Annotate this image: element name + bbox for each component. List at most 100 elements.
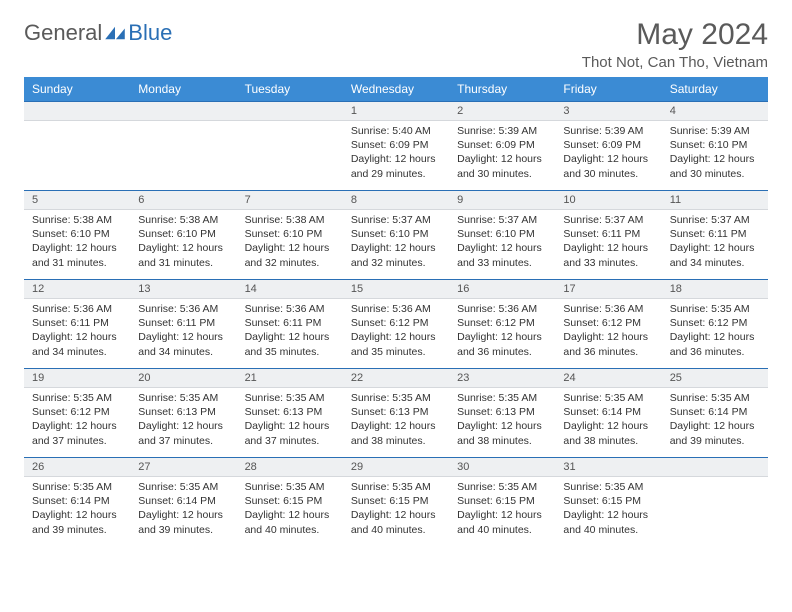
daylight-line: Daylight: 12 hours and 32 minutes. <box>351 241 441 269</box>
daylight-line: Daylight: 12 hours and 39 minutes. <box>138 508 228 536</box>
day-detail-cell <box>662 477 768 547</box>
sunset-line: Sunset: 6:09 PM <box>457 138 547 152</box>
daylight-line: Daylight: 12 hours and 29 minutes. <box>351 152 441 180</box>
day-number-cell: 25 <box>662 369 768 388</box>
day-detail-cell: Sunrise: 5:36 AMSunset: 6:12 PMDaylight:… <box>343 299 449 369</box>
sunset-line: Sunset: 6:12 PM <box>32 405 122 419</box>
sunset-line: Sunset: 6:10 PM <box>32 227 122 241</box>
logo-mark-icon <box>104 25 126 41</box>
day-number-cell: 7 <box>237 191 343 210</box>
sunrise-line: Sunrise: 5:35 AM <box>351 480 441 494</box>
day-detail-cell: Sunrise: 5:35 AMSunset: 6:13 PMDaylight:… <box>449 388 555 458</box>
day-number-cell: 31 <box>555 458 661 477</box>
sunrise-line: Sunrise: 5:40 AM <box>351 124 441 138</box>
sunrise-line: Sunrise: 5:36 AM <box>457 302 547 316</box>
day-number-cell: 11 <box>662 191 768 210</box>
sunrise-line: Sunrise: 5:37 AM <box>351 213 441 227</box>
day-detail-cell: Sunrise: 5:35 AMSunset: 6:15 PMDaylight:… <box>343 477 449 547</box>
day-detail-cell: Sunrise: 5:35 AMSunset: 6:12 PMDaylight:… <box>662 299 768 369</box>
logo-text-blue: Blue <box>128 20 172 46</box>
sunrise-line: Sunrise: 5:35 AM <box>32 480 122 494</box>
day-detail-cell: Sunrise: 5:35 AMSunset: 6:14 PMDaylight:… <box>555 388 661 458</box>
daynum-row: 1234 <box>24 102 768 121</box>
day-detail-cell: Sunrise: 5:38 AMSunset: 6:10 PMDaylight:… <box>130 210 236 280</box>
sunrise-line: Sunrise: 5:38 AM <box>138 213 228 227</box>
sunset-line: Sunset: 6:13 PM <box>138 405 228 419</box>
weekday-header: Tuesday <box>237 77 343 102</box>
day-number-cell: 24 <box>555 369 661 388</box>
sunset-line: Sunset: 6:13 PM <box>245 405 335 419</box>
daylight-line: Daylight: 12 hours and 31 minutes. <box>32 241 122 269</box>
day-number-cell: 27 <box>130 458 236 477</box>
day-number-cell: 20 <box>130 369 236 388</box>
sunset-line: Sunset: 6:12 PM <box>351 316 441 330</box>
day-number-cell: 17 <box>555 280 661 299</box>
sunrise-line: Sunrise: 5:35 AM <box>138 391 228 405</box>
day-number-cell: 10 <box>555 191 661 210</box>
daylight-line: Daylight: 12 hours and 31 minutes. <box>138 241 228 269</box>
day-detail-cell: Sunrise: 5:35 AMSunset: 6:14 PMDaylight:… <box>130 477 236 547</box>
sunset-line: Sunset: 6:15 PM <box>245 494 335 508</box>
sunrise-line: Sunrise: 5:38 AM <box>245 213 335 227</box>
day-detail-cell: Sunrise: 5:38 AMSunset: 6:10 PMDaylight:… <box>237 210 343 280</box>
detail-row: Sunrise: 5:35 AMSunset: 6:14 PMDaylight:… <box>24 477 768 547</box>
sunrise-line: Sunrise: 5:39 AM <box>670 124 760 138</box>
day-number-cell: 9 <box>449 191 555 210</box>
sunrise-line: Sunrise: 5:37 AM <box>563 213 653 227</box>
day-number-cell <box>24 102 130 121</box>
day-detail-cell <box>237 121 343 191</box>
sunset-line: Sunset: 6:11 PM <box>670 227 760 241</box>
daylight-line: Daylight: 12 hours and 37 minutes. <box>245 419 335 447</box>
day-detail-cell: Sunrise: 5:35 AMSunset: 6:13 PMDaylight:… <box>343 388 449 458</box>
sunrise-line: Sunrise: 5:36 AM <box>563 302 653 316</box>
sunset-line: Sunset: 6:15 PM <box>563 494 653 508</box>
sunrise-line: Sunrise: 5:39 AM <box>457 124 547 138</box>
daylight-line: Daylight: 12 hours and 30 minutes. <box>563 152 653 180</box>
sunrise-line: Sunrise: 5:36 AM <box>32 302 122 316</box>
day-detail-cell: Sunrise: 5:39 AMSunset: 6:09 PMDaylight:… <box>449 121 555 191</box>
daylight-line: Daylight: 12 hours and 36 minutes. <box>670 330 760 358</box>
day-detail-cell: Sunrise: 5:35 AMSunset: 6:13 PMDaylight:… <box>130 388 236 458</box>
daynum-row: 19202122232425 <box>24 369 768 388</box>
day-number-cell: 30 <box>449 458 555 477</box>
sunrise-line: Sunrise: 5:37 AM <box>670 213 760 227</box>
day-detail-cell: Sunrise: 5:40 AMSunset: 6:09 PMDaylight:… <box>343 121 449 191</box>
day-detail-cell: Sunrise: 5:36 AMSunset: 6:11 PMDaylight:… <box>130 299 236 369</box>
day-number-cell <box>130 102 236 121</box>
sunset-line: Sunset: 6:11 PM <box>32 316 122 330</box>
daylight-line: Daylight: 12 hours and 32 minutes. <box>245 241 335 269</box>
day-detail-cell: Sunrise: 5:35 AMSunset: 6:12 PMDaylight:… <box>24 388 130 458</box>
day-detail-cell: Sunrise: 5:37 AMSunset: 6:10 PMDaylight:… <box>343 210 449 280</box>
weekday-header: Wednesday <box>343 77 449 102</box>
day-detail-cell: Sunrise: 5:37 AMSunset: 6:11 PMDaylight:… <box>662 210 768 280</box>
daylight-line: Daylight: 12 hours and 38 minutes. <box>563 419 653 447</box>
sunrise-line: Sunrise: 5:35 AM <box>32 391 122 405</box>
daylight-line: Daylight: 12 hours and 38 minutes. <box>457 419 547 447</box>
sunrise-line: Sunrise: 5:35 AM <box>245 480 335 494</box>
day-number-cell: 13 <box>130 280 236 299</box>
sunset-line: Sunset: 6:12 PM <box>670 316 760 330</box>
sunset-line: Sunset: 6:10 PM <box>457 227 547 241</box>
daylight-line: Daylight: 12 hours and 40 minutes. <box>457 508 547 536</box>
day-number-cell <box>237 102 343 121</box>
day-detail-cell: Sunrise: 5:35 AMSunset: 6:15 PMDaylight:… <box>555 477 661 547</box>
daylight-line: Daylight: 12 hours and 39 minutes. <box>670 419 760 447</box>
sunset-line: Sunset: 6:10 PM <box>670 138 760 152</box>
daylight-line: Daylight: 12 hours and 34 minutes. <box>670 241 760 269</box>
sunset-line: Sunset: 6:14 PM <box>32 494 122 508</box>
day-number-cell: 2 <box>449 102 555 121</box>
day-number-cell: 19 <box>24 369 130 388</box>
weekday-header: Sunday <box>24 77 130 102</box>
sunrise-line: Sunrise: 5:35 AM <box>457 480 547 494</box>
sunset-line: Sunset: 6:12 PM <box>457 316 547 330</box>
day-number-cell <box>662 458 768 477</box>
day-detail-cell: Sunrise: 5:37 AMSunset: 6:11 PMDaylight:… <box>555 210 661 280</box>
sunrise-line: Sunrise: 5:37 AM <box>457 213 547 227</box>
sunset-line: Sunset: 6:14 PM <box>563 405 653 419</box>
sunset-line: Sunset: 6:13 PM <box>351 405 441 419</box>
sunrise-line: Sunrise: 5:35 AM <box>670 302 760 316</box>
day-number-cell: 1 <box>343 102 449 121</box>
location: Thot Not, Can Tho, Vietnam <box>582 54 768 71</box>
weekday-header: Thursday <box>449 77 555 102</box>
daylight-line: Daylight: 12 hours and 34 minutes. <box>138 330 228 358</box>
